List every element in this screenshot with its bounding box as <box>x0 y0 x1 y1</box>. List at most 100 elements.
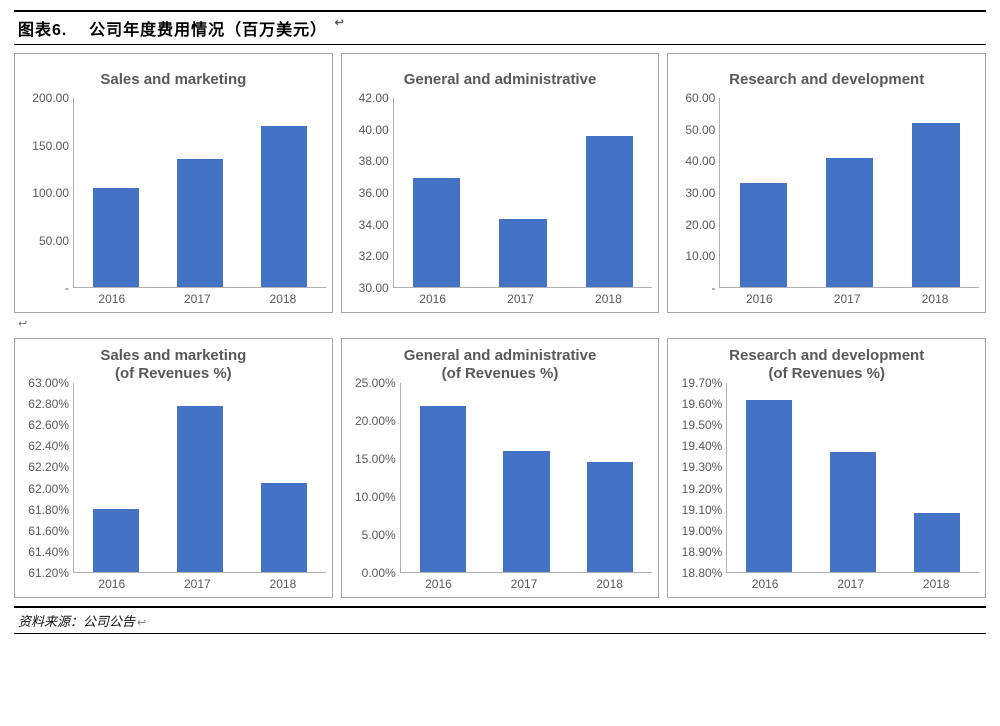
chart-x-axis-wrap: 201620172018 <box>21 288 326 306</box>
bar-slot <box>74 383 158 572</box>
chart-bars <box>720 98 979 287</box>
chart-x-axis: 201620172018 <box>69 292 326 306</box>
x-axis-spacer <box>674 288 715 306</box>
chart-box: General and administrative42.0040.0038.0… <box>341 53 660 313</box>
chart-y-axis: 25.00%20.00%15.00%10.00%5.00%0.00% <box>348 383 400 573</box>
bar-slot <box>568 383 652 572</box>
chart-bar <box>177 406 223 572</box>
x-tick-label: 2018 <box>564 292 652 306</box>
chart-plot-area <box>719 98 979 288</box>
bar-slot <box>727 383 811 572</box>
chart-box: Research and development (of Revenues %)… <box>667 338 986 598</box>
row-separator-mark: ↩ <box>18 317 986 330</box>
bar-slot <box>893 98 979 287</box>
chart-bar <box>93 188 139 287</box>
chart-bar <box>93 509 139 572</box>
chart-bar <box>499 219 546 287</box>
footer-source: 公司公告 <box>83 614 135 629</box>
chart-x-axis-wrap: 201620172018 <box>674 288 979 306</box>
chart-y-axis: 60.0050.0040.0030.0020.0010.00- <box>674 98 719 288</box>
x-tick-label: 2018 <box>893 577 979 591</box>
chart-plot-area <box>400 383 653 573</box>
charts-row-2: Sales and marketing (of Revenues %)63.00… <box>14 338 986 598</box>
chart-bar <box>261 483 307 572</box>
chart-x-axis-wrap: 201620172018 <box>21 573 326 591</box>
figure-header-prefix: 图表6. <box>18 22 67 39</box>
chart-bar <box>826 158 873 287</box>
figure-header: 图表6. 公司年度费用情况（百万美元） ↩ <box>14 10 986 45</box>
chart-box: Sales and marketing (of Revenues %)63.00… <box>14 338 333 598</box>
bar-slot <box>158 98 242 287</box>
x-tick-label: 2016 <box>722 577 808 591</box>
x-tick-label: 2017 <box>477 292 565 306</box>
bar-slot <box>401 383 485 572</box>
x-axis-spacer <box>674 573 722 591</box>
bar-slot <box>74 98 158 287</box>
bar-slot <box>242 98 326 287</box>
chart-bar <box>503 451 549 572</box>
charts-row-1: Sales and marketing200.00150.00100.0050.… <box>14 53 986 313</box>
chart-y-axis: 19.70%19.60%19.50%19.40%19.30%19.20%19.1… <box>674 383 726 573</box>
x-tick-label: 2016 <box>396 577 482 591</box>
bar-slot <box>566 98 652 287</box>
chart-bar <box>914 513 960 572</box>
chart-bars <box>727 383 979 572</box>
bar-slot <box>480 98 566 287</box>
chart-plot-area <box>73 98 326 288</box>
x-tick-label: 2018 <box>240 292 326 306</box>
bar-slot <box>158 383 242 572</box>
footer-label: 资料来源： <box>18 614 83 629</box>
bar-slot <box>485 383 569 572</box>
x-axis-spacer <box>348 573 396 591</box>
x-axis-spacer <box>348 288 389 306</box>
chart-plot-area <box>73 383 326 573</box>
chart-box: General and administrative (of Revenues … <box>341 338 660 598</box>
chart-x-axis-wrap: 201620172018 <box>348 288 653 306</box>
chart-y-axis: 63.00%62.80%62.60%62.40%62.20%62.00%61.8… <box>21 383 73 573</box>
x-tick-label: 2017 <box>803 292 891 306</box>
chart-bar <box>912 123 959 287</box>
chart-x-axis: 201620172018 <box>722 577 979 591</box>
chart-bars <box>394 98 653 287</box>
chart-body: 60.0050.0040.0030.0020.0010.00- <box>674 98 979 288</box>
chart-y-axis: 200.00150.00100.0050.00- <box>21 98 73 288</box>
chart-bars <box>74 383 326 572</box>
chart-bar <box>746 400 792 572</box>
return-mark-icon: ↩ <box>335 17 345 29</box>
figure-header-title: 公司年度费用情况（百万美元） <box>89 22 327 39</box>
x-tick-label: 2018 <box>891 292 979 306</box>
chart-bar <box>587 462 633 572</box>
x-tick-label: 2017 <box>155 577 241 591</box>
bar-slot <box>895 383 979 572</box>
chart-bars <box>74 98 326 287</box>
chart-plot-area <box>393 98 653 288</box>
x-tick-label: 2016 <box>715 292 803 306</box>
bar-slot <box>807 98 893 287</box>
x-tick-label: 2017 <box>155 292 241 306</box>
chart-plot-area <box>726 383 979 573</box>
chart-x-axis: 201620172018 <box>396 577 653 591</box>
chart-x-axis: 201620172018 <box>389 292 653 306</box>
chart-x-axis: 201620172018 <box>69 577 326 591</box>
chart-x-axis-wrap: 201620172018 <box>674 573 979 591</box>
chart-body: 25.00%20.00%15.00%10.00%5.00%0.00% <box>348 383 653 573</box>
chart-title: Research and development <box>674 62 979 98</box>
chart-bar <box>830 452 876 572</box>
chart-body: 42.0040.0038.0036.0034.0032.0030.00 <box>348 98 653 288</box>
chart-body: 63.00%62.80%62.60%62.40%62.20%62.00%61.8… <box>21 383 326 573</box>
chart-bar <box>586 136 633 287</box>
chart-title: General and administrative <box>348 62 653 98</box>
chart-bars <box>401 383 653 572</box>
x-axis-spacer <box>21 288 69 306</box>
page-container: 图表6. 公司年度费用情况（百万美元） ↩ Sales and marketin… <box>0 0 1000 640</box>
chart-bar <box>177 159 223 287</box>
chart-bar <box>413 178 460 287</box>
x-axis-spacer <box>21 573 69 591</box>
x-tick-label: 2016 <box>69 577 155 591</box>
bar-slot <box>394 98 480 287</box>
chart-body: 200.00150.00100.0050.00- <box>21 98 326 288</box>
bar-slot <box>242 383 326 572</box>
return-mark-icon: ↩ <box>137 617 146 629</box>
bar-slot <box>811 383 895 572</box>
figure-footer: 资料来源：公司公告↩ <box>14 606 986 634</box>
